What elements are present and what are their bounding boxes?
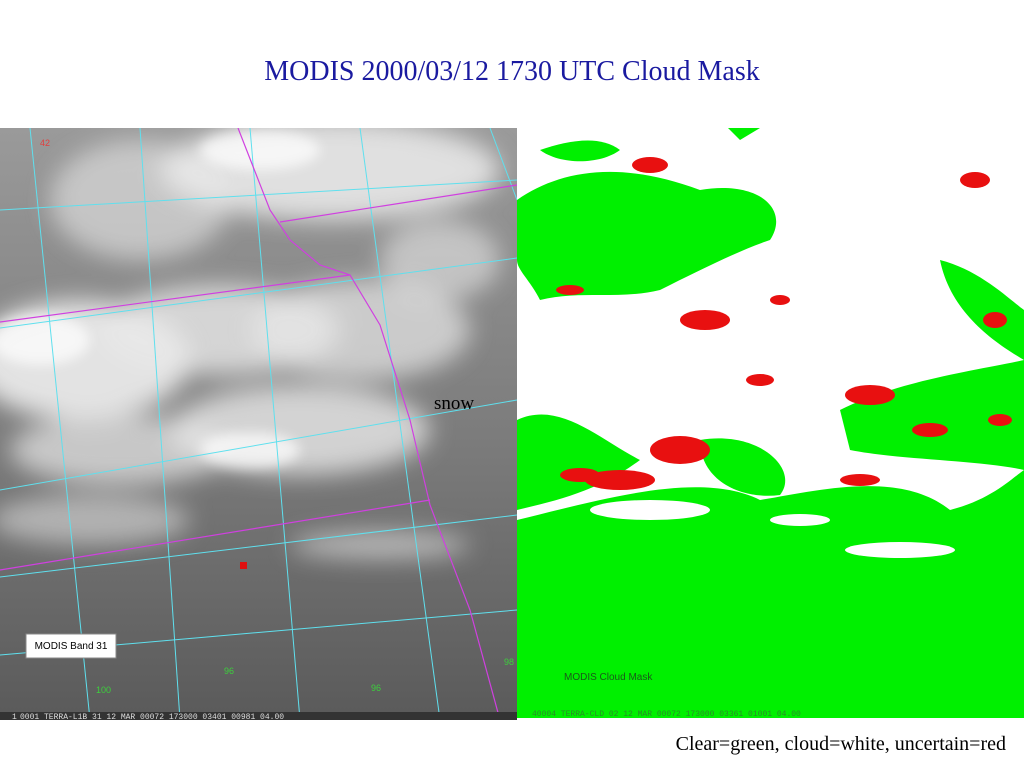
slide-title: MODIS 2000/03/12 1730 UTC Cloud Mask (264, 56, 759, 87)
grid-label: 96 (224, 666, 234, 676)
footer-index: 1 (12, 713, 17, 722)
caption: Clear=green, cloud=white, uncertain=red (676, 733, 1006, 755)
lat-lon-grid (0, 128, 517, 720)
band31-image: 42 100 96 96 98 MODIS Band 31 1 0001 TER… (0, 128, 517, 722)
panel-label-box (25, 633, 117, 659)
grid-label: 100 (96, 685, 111, 695)
panel-label: MODIS Band 31 (35, 641, 108, 652)
annotation: snow (434, 393, 474, 414)
grid-label: 42 (40, 138, 50, 148)
panel-label: MODIS Cloud Mask (564, 672, 653, 683)
cloud-mask-image: MODIS Cloud Mask 40004 TERRA-CLD 02 12 M… (517, 128, 1024, 719)
grid-label: 96 (371, 683, 381, 693)
grid-label: 98 (504, 657, 514, 667)
image-footer: 40004 TERRA-CLD 02 12 MAR 00072 173000 0… (532, 710, 801, 719)
site-marker (240, 562, 247, 569)
image-footer: 0001 TERRA-L1B 31 12 MAR 00072 173000 03… (20, 713, 284, 722)
state-borders (0, 128, 517, 720)
